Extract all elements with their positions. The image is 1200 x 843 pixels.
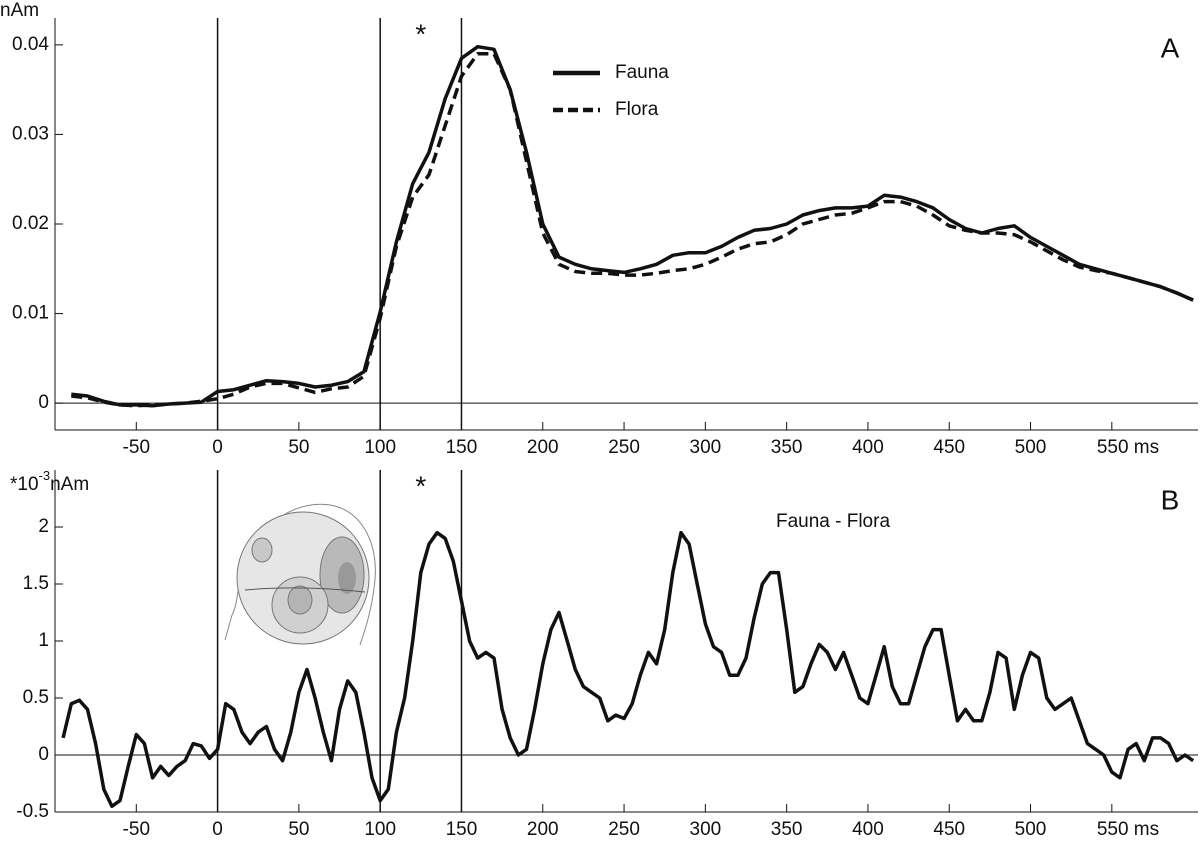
x-tick-label: 50 [288, 819, 309, 840]
legend-label: Fauna [615, 62, 669, 83]
x-tick-label: 150 [446, 437, 478, 458]
y-tick-label: 0.01 [12, 303, 49, 324]
y-tick-label: 0 [38, 744, 49, 765]
x-tick-label: 550 ms [1097, 437, 1159, 458]
y-tick-label: -0.5 [16, 801, 49, 822]
annotation: * [415, 470, 426, 501]
x-tick-label: -50 [123, 437, 150, 458]
series-label: Fauna - Flora [776, 511, 890, 532]
x-tick-label: 500 [1015, 437, 1047, 458]
x-tick-label: 300 [690, 819, 722, 840]
x-tick-label: 550 ms [1097, 819, 1159, 840]
x-tick-label: 300 [690, 437, 722, 458]
y-axis-label: nAm [0, 0, 39, 21]
x-tick-label: 200 [527, 819, 559, 840]
x-tick-label: 50 [288, 437, 309, 458]
data-line [71, 52, 1194, 408]
y-axis-label-part: nAm [50, 474, 89, 495]
y-tick-label: 0.04 [12, 34, 49, 55]
y-axis-label-part: -3 [39, 468, 51, 483]
y-tick-label: 0.03 [12, 123, 49, 144]
y-tick-label: 0.5 [23, 687, 49, 708]
legend-label: Flora [615, 99, 659, 120]
y-tick-label: 1 [38, 630, 49, 651]
annotation: * [415, 18, 426, 49]
x-tick-label: 400 [852, 819, 884, 840]
x-tick-label: 450 [933, 819, 965, 840]
x-tick-label: 450 [933, 437, 965, 458]
y-tick-label: 2 [38, 516, 49, 537]
x-tick-label: 100 [364, 819, 396, 840]
y-axis-label-part: *10 [10, 474, 39, 495]
x-tick-label: 500 [1015, 819, 1047, 840]
y-tick-label: 0.02 [12, 213, 49, 234]
x-tick-label: 350 [771, 437, 803, 458]
x-tick-label: 250 [608, 819, 640, 840]
panel-label: A [1161, 32, 1180, 63]
head-topography [224, 503, 376, 646]
x-tick-label: 400 [852, 437, 884, 458]
y-tick-label: 1.5 [23, 573, 49, 594]
data-line [61, 530, 1195, 809]
x-tick-label: 150 [446, 819, 478, 840]
y-tick-label: 0 [38, 392, 49, 413]
x-tick-label: 100 [364, 437, 396, 458]
panel-label: B [1161, 484, 1180, 515]
x-tick-label: 0 [212, 819, 223, 840]
x-tick-label: 350 [771, 819, 803, 840]
x-tick-label: -50 [123, 819, 150, 840]
x-tick-label: 200 [527, 437, 559, 458]
data-line [71, 44, 1194, 408]
x-tick-label: 250 [608, 437, 640, 458]
y-axis-label: *10-3nAm [10, 468, 89, 495]
x-tick-label: 0 [212, 437, 223, 458]
